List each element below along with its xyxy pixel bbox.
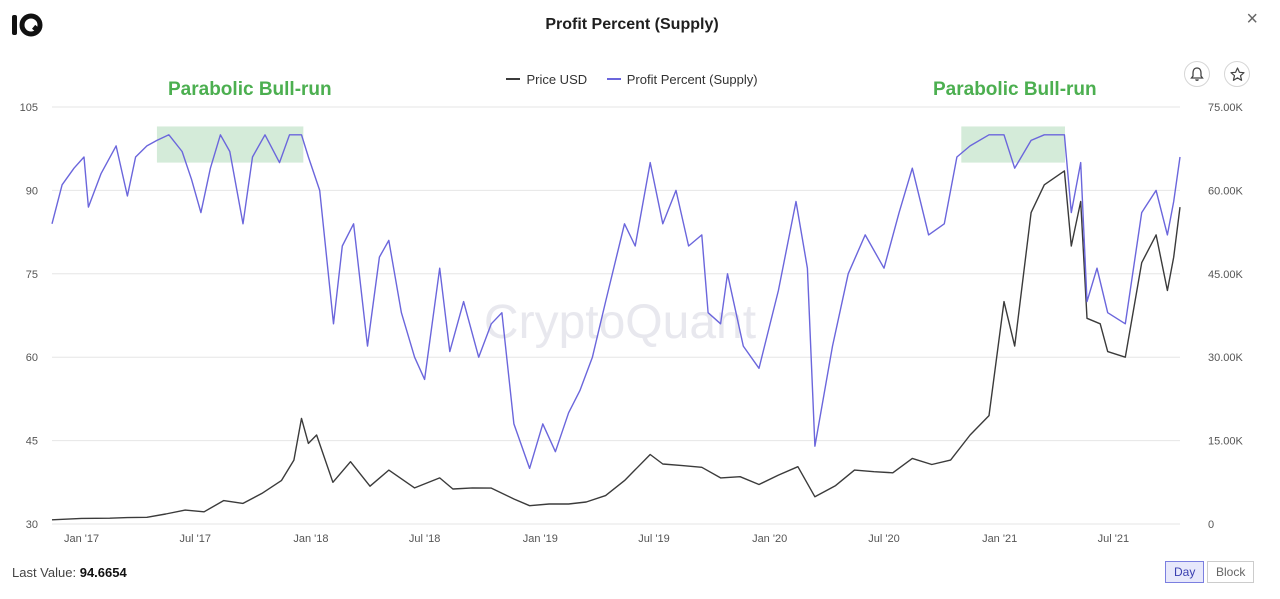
star-icon[interactable] <box>1224 61 1250 87</box>
y-right-tick-label: 75.00K <box>1208 102 1244 114</box>
annotation-band-2 <box>961 126 1066 163</box>
x-tick-label: Jan '18 <box>293 533 328 545</box>
x-tick-label: Jul '17 <box>180 533 211 545</box>
x-tick-label: Jan '17 <box>64 533 99 545</box>
legend-label-price: Price USD <box>526 71 588 87</box>
legend-item-profit[interactable]: Profit Percent (Supply) <box>606 71 758 87</box>
last-value: Last Value: 94.6654 <box>12 565 127 580</box>
chart-legend: Price USD Profit Percent (Supply) <box>0 68 1264 87</box>
page-title: Profit Percent (Supply) <box>545 16 719 33</box>
series-line-price-usd <box>51 170 1181 521</box>
y-left-tick-label: 60 <box>26 352 38 364</box>
series-line-profit-percent <box>51 134 1181 470</box>
block-toggle-button[interactable]: Block <box>1207 561 1255 583</box>
y-left-tick-label: 30 <box>26 519 38 531</box>
x-tick-label: Jul '19 <box>638 533 669 545</box>
y-right-tick-label: 15.00K <box>1208 436 1244 448</box>
y-left-tick-label: 105 <box>20 102 38 114</box>
y-left-tick-label: 90 <box>26 185 38 197</box>
x-tick-label: Jan '20 <box>752 533 787 545</box>
y-right-tick-label: 30.00K <box>1208 352 1244 364</box>
y-right-tick-label: 60.00K <box>1208 185 1244 197</box>
day-toggle-button[interactable]: Day <box>1165 561 1205 583</box>
close-icon[interactable]: × <box>1246 8 1258 30</box>
x-tick-label: Jul '18 <box>409 533 440 545</box>
cryptoquant-logo[interactable] <box>12 12 44 38</box>
annotation-label-1: Parabolic Bull-run <box>168 79 332 100</box>
bell-icon[interactable] <box>1184 61 1210 87</box>
y-left-tick-label: 75 <box>26 269 38 281</box>
legend-swatch-profit <box>606 78 621 80</box>
x-tick-label: Jul '20 <box>868 533 899 545</box>
last-value-label: Last Value: <box>12 565 77 580</box>
y-left-tick-label: 45 <box>26 436 38 448</box>
y-right-tick-label: 45.00K <box>1208 269 1244 281</box>
x-tick-label: Jan '19 <box>523 533 558 545</box>
legend-label-profit: Profit Percent (Supply) <box>626 71 758 87</box>
y-right-tick-label: 0 <box>1208 519 1214 531</box>
x-tick-label: Jan '21 <box>982 533 1017 545</box>
legend-item-price[interactable]: Price USD <box>506 72 587 87</box>
legend-swatch-price <box>506 78 521 80</box>
x-tick-label: Jul '21 <box>1098 533 1129 545</box>
profit-percent-chart: 30 45 60 75 90 105 0 15.00K 30.00K 45.00K 60.00K 75… <box>20 102 1244 545</box>
annotation-label-2: Parabolic Bull-run <box>933 79 1097 100</box>
watermark-text: CryptoQuant <box>484 296 756 349</box>
last-value-number: 94.6654 <box>79 565 127 580</box>
